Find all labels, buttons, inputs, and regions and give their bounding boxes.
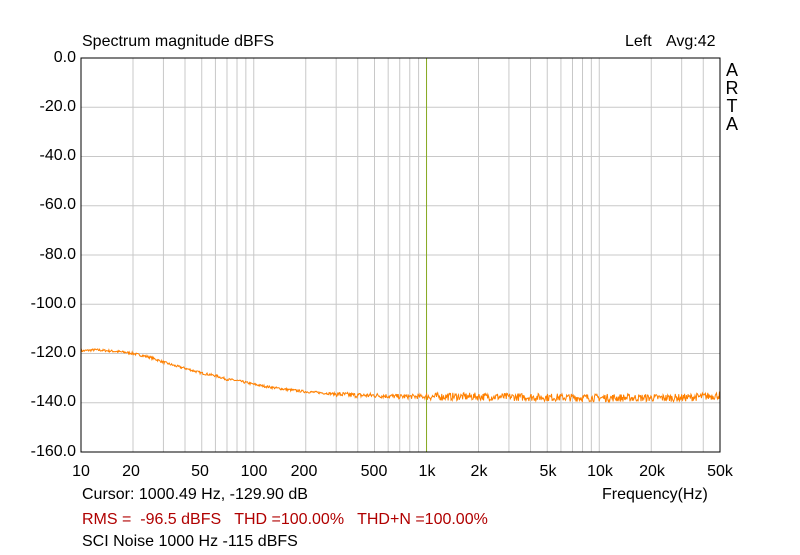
spectrum-trace <box>80 347 721 404</box>
avg-label: Avg:42 <box>666 33 716 50</box>
y-tick-label: -20.0 <box>39 98 76 115</box>
noise-readout: SCI Noise 1000 Hz -115 dBFS <box>82 533 298 550</box>
y-tick-label: -60.0 <box>39 196 76 213</box>
brand-letter-a1: A <box>725 60 738 80</box>
y-tick-label: -100.0 <box>30 295 76 312</box>
x-tick-label: 20k <box>639 463 665 480</box>
x-tick-label: 1k <box>418 463 436 480</box>
x-tick-label: 2k <box>470 463 488 480</box>
x-tick-label: 100 <box>240 463 268 480</box>
grid-lines <box>81 58 720 452</box>
x-tick-label: 200 <box>290 463 318 480</box>
y-tick-label: -80.0 <box>39 246 76 263</box>
y-tick-label: -120.0 <box>30 344 76 361</box>
brand-letter-r: R <box>725 78 739 98</box>
y-tick-label: -160.0 <box>30 443 76 460</box>
plot-frame <box>80 57 721 453</box>
y-tick-label: -40.0 <box>39 147 76 164</box>
chart-title: Spectrum magnitude dBFS <box>82 33 275 50</box>
brand-letter-a2: A <box>725 114 738 134</box>
cursor-readout: Cursor: 1000.49 Hz, -129.90 dB <box>82 486 308 503</box>
x-tick-label: 500 <box>360 463 388 480</box>
channel-label: Left <box>625 33 652 50</box>
x-tick-label: 10k <box>587 463 613 480</box>
y-tick-label: -140.0 <box>30 393 76 410</box>
x-tick-label: 50k <box>707 463 733 480</box>
x-tick-label: 50 <box>191 463 209 480</box>
y-tick-label: 0.0 <box>53 49 76 66</box>
measurement-readout: RMS = -96.5 dBFS THD =100.00% THD+N =100… <box>82 511 488 528</box>
x-tick-label: 20 <box>122 463 140 480</box>
x-tick-label: 5k <box>539 463 557 480</box>
x-axis-label: Frequency(Hz) <box>602 486 708 503</box>
x-tick-label: 10 <box>72 463 90 480</box>
brand-letter-t: T <box>726 96 738 116</box>
